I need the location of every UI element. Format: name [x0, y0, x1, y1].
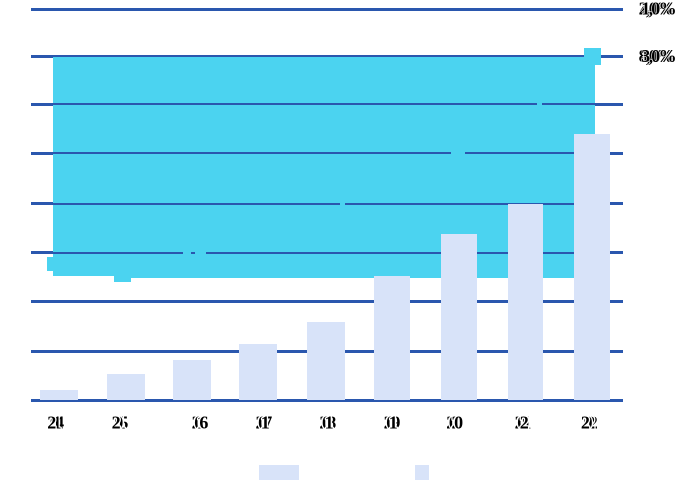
svg-text:1: 1 [261, 413, 270, 433]
svg-text:2: 2 [581, 413, 590, 433]
svg-text:3: 3 [641, 46, 650, 66]
svg-text:,: , [649, 46, 654, 66]
svg-text:9: 9 [391, 413, 400, 433]
svg-text:2: 2 [446, 413, 455, 433]
svg-text:0: 0 [584, 413, 593, 433]
svg-text:2: 2 [319, 413, 328, 433]
svg-text:2: 2 [520, 413, 529, 433]
svg-text:0: 0 [50, 413, 59, 433]
svg-text:0: 0 [454, 413, 463, 433]
svg-text:6: 6 [199, 413, 208, 433]
svg-text:1: 1 [325, 413, 334, 433]
svg-text:1: 1 [522, 413, 531, 433]
svg-text:4: 4 [55, 413, 64, 433]
svg-text:%: % [657, 0, 675, 19]
svg-text:,: , [647, 46, 652, 66]
svg-text:8: 8 [327, 413, 336, 433]
svg-text:1: 1 [389, 413, 398, 433]
svg-text:%: % [659, 0, 677, 19]
svg-text:0: 0 [258, 413, 267, 433]
svg-text:8: 8 [639, 46, 648, 66]
svg-text:2: 2 [515, 413, 524, 433]
svg-text:,: , [647, 0, 652, 19]
svg-text:%: % [657, 46, 675, 66]
svg-text:%: % [656, 46, 674, 66]
svg-text:0: 0 [649, 0, 658, 19]
svg-text:,: , [646, 0, 651, 19]
svg-text:2: 2 [384, 413, 393, 433]
svg-text:,: , [649, 0, 654, 19]
svg-text:0: 0 [449, 413, 458, 433]
svg-text:7: 7 [263, 413, 272, 433]
svg-text:5: 5 [119, 413, 128, 433]
svg-text:0: 0 [649, 46, 658, 66]
svg-text:2: 2 [639, 0, 648, 19]
svg-text:1: 1 [53, 413, 62, 433]
svg-text:0: 0 [651, 46, 660, 66]
svg-text:2: 2 [192, 413, 201, 433]
svg-text:0: 0 [322, 413, 331, 433]
svg-text:2: 2 [112, 413, 121, 433]
svg-text:1: 1 [197, 413, 206, 433]
svg-text:2: 2 [256, 413, 265, 433]
svg-text:0: 0 [194, 413, 203, 433]
svg-text:%: % [656, 0, 674, 19]
svg-text:2: 2 [47, 413, 56, 433]
svg-text:1: 1 [641, 0, 650, 19]
svg-text:4: 4 [640, 0, 649, 19]
svg-text:2: 2 [452, 413, 461, 433]
svg-text:6: 6 [640, 46, 649, 66]
svg-text:%: % [659, 46, 677, 66]
svg-text:0: 0 [114, 413, 123, 433]
svg-text:0: 0 [517, 413, 526, 433]
svg-text:2: 2 [586, 413, 595, 433]
svg-text:2: 2 [589, 413, 598, 433]
svg-text:0: 0 [650, 46, 659, 66]
svg-text:,: , [646, 46, 651, 66]
svg-text:0: 0 [650, 0, 659, 19]
svg-text:0: 0 [386, 413, 395, 433]
svg-text:0: 0 [651, 0, 660, 19]
svg-text:1: 1 [117, 413, 126, 433]
